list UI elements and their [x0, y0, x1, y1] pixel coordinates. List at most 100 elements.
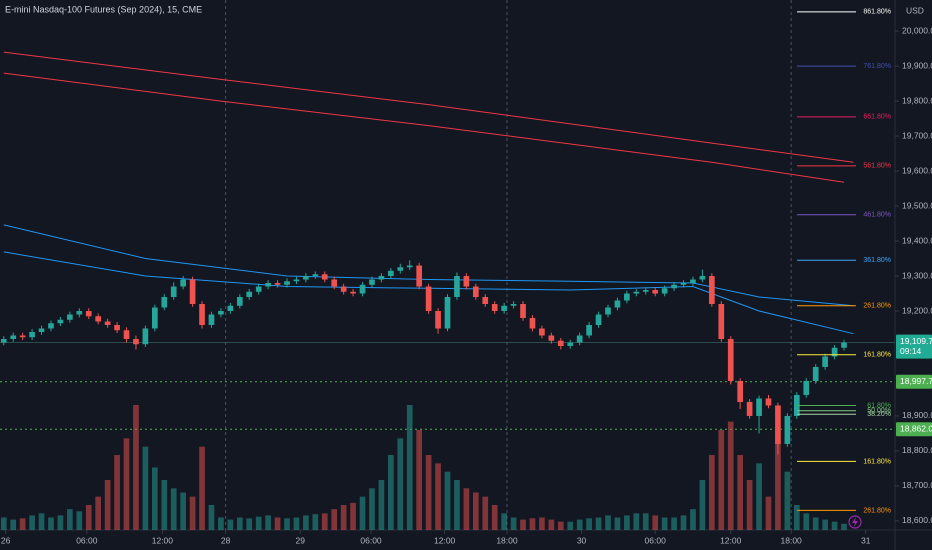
- candle-body: [718, 304, 725, 339]
- volume-bar: [388, 455, 394, 530]
- candle-body: [236, 297, 243, 306]
- moving-average: [3, 51, 854, 163]
- volume-bar: [463, 488, 470, 530]
- fib-label: 161.80%: [863, 458, 891, 465]
- volume-bar: [557, 521, 564, 530]
- candle-body: [680, 283, 687, 285]
- volume-bar: [661, 517, 668, 530]
- x-tick-label: 18:00: [781, 535, 803, 545]
- volume-bar: [510, 517, 517, 530]
- candle-body: [218, 311, 224, 315]
- volume-bar: [444, 471, 451, 530]
- volume-bar: [586, 518, 592, 530]
- volume-bar: [803, 513, 810, 530]
- y-tick-label: 18,600.00: [902, 515, 932, 525]
- volume-bar: [265, 515, 271, 530]
- x-tick-label: 12:00: [434, 535, 456, 545]
- currency[interactable]: USD: [906, 5, 924, 15]
- volume-bar: [284, 518, 290, 530]
- candle-body: [624, 293, 630, 301]
- x-tick-label: 29: [295, 535, 305, 545]
- candle-body: [378, 276, 385, 280]
- volume-bar: [246, 518, 253, 530]
- volume-bar: [529, 518, 536, 530]
- candle-body: [293, 279, 300, 282]
- candle-body: [133, 338, 139, 345]
- volume-bar: [303, 515, 309, 530]
- volume-bar: [359, 496, 366, 530]
- volume-bar: [274, 517, 281, 530]
- volume-bar: [709, 455, 715, 530]
- fib-label: 161.80%: [863, 352, 891, 359]
- lightning-icon[interactable]: [848, 515, 862, 529]
- candle-body: [180, 279, 186, 287]
- candle-body: [699, 276, 706, 280]
- y-tick-label: 19,800.00: [902, 95, 932, 105]
- y-tick-label: 19,300.00: [902, 270, 932, 280]
- candle-body: [397, 267, 404, 271]
- volume-bar: [255, 516, 262, 530]
- volume-bar: [737, 455, 744, 530]
- candle-body: [265, 283, 271, 287]
- candle-body: [841, 342, 847, 348]
- chart-title: E-mini Nasdaq-100 Futures (Sep 2024), 15…: [5, 4, 202, 14]
- y-tick-label: 19,700.00: [902, 130, 932, 140]
- candle-body: [284, 281, 290, 285]
- volume-bar: [48, 517, 54, 530]
- candle-body: [274, 283, 281, 285]
- volume-bar: [822, 519, 828, 530]
- volume-bar: [680, 515, 687, 530]
- candle-body: [67, 314, 73, 320]
- candle-body: [614, 300, 621, 308]
- fib-label: 561.80%: [863, 163, 891, 170]
- candle-body: [746, 401, 753, 416]
- candle-body: [227, 305, 234, 312]
- fib-label: 261.80%: [863, 303, 891, 310]
- candle-body: [48, 323, 54, 329]
- candle-body: [567, 342, 574, 346]
- volume-bar: [142, 446, 149, 530]
- candle-body: [576, 335, 583, 343]
- volume-bar: [595, 517, 602, 530]
- candle-body: [652, 290, 659, 294]
- candle-body: [123, 330, 130, 339]
- candle-body: [812, 366, 819, 381]
- x-tick-label: 06:00: [360, 535, 382, 545]
- volume-bar: [727, 421, 734, 530]
- candle-body: [775, 405, 781, 444]
- volume-bar: [642, 513, 649, 530]
- x-tick-label: 26: [1, 535, 11, 545]
- volume-bar: [76, 511, 83, 530]
- candle-body: [95, 316, 102, 322]
- volume-bar: [331, 509, 338, 530]
- candle-body: [57, 319, 64, 324]
- volume-bar: [236, 517, 243, 530]
- volume-bar: [170, 488, 177, 530]
- candle-body: [793, 394, 800, 416]
- volume-bar: [435, 463, 441, 530]
- x-tick-label: 28: [221, 535, 231, 545]
- candle-body: [208, 314, 215, 325]
- volume-bar: [29, 515, 35, 530]
- candle-body: [831, 347, 838, 357]
- volume-bar: [208, 505, 215, 530]
- candle-body: [10, 335, 17, 339]
- y-tick-label: 18,800.00: [902, 445, 932, 455]
- volume-bar: [520, 519, 526, 530]
- x-tick-label: 30: [577, 535, 587, 545]
- candle-body: [539, 328, 545, 336]
- volume-bar: [539, 517, 545, 530]
- volume-bar: [114, 455, 120, 530]
- candle-body: [548, 335, 555, 341]
- volume-bar: [416, 430, 423, 530]
- candle-body: [38, 328, 45, 332]
- volume-bar: [765, 496, 772, 530]
- candle-body: [369, 279, 375, 285]
- candle-body: [189, 279, 196, 305]
- volume-bar: [95, 496, 102, 530]
- candle-body: [104, 321, 111, 325]
- volume-bar: [614, 517, 621, 530]
- candle-body: [472, 286, 479, 298]
- y-tick-label: 20,000.00: [902, 25, 932, 35]
